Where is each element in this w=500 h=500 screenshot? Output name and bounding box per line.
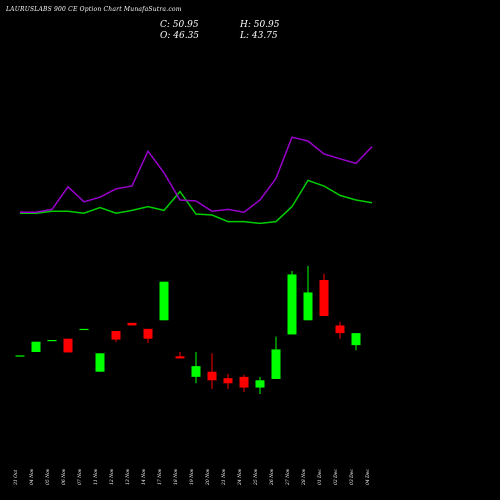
x-tick-label: 21 Nov [221, 468, 227, 486]
candle [223, 373, 233, 389]
low-value: L: 43.75 [240, 31, 278, 41]
candle-body [111, 331, 121, 340]
candle [335, 321, 345, 339]
candle [63, 338, 73, 353]
x-tick-label: 19 Nov [189, 468, 195, 485]
x-tick-label: 05 Nov [45, 468, 51, 485]
candle-body [175, 356, 185, 359]
candle-body [127, 322, 137, 326]
open-value: O: 46.35 [160, 31, 200, 41]
candle-body [319, 280, 329, 316]
x-tick-label: 03 Dec [349, 469, 355, 485]
candle-body [191, 366, 201, 377]
candle-body [159, 281, 169, 321]
candle [303, 265, 313, 321]
candle [31, 341, 41, 352]
candle [143, 328, 153, 343]
candle-body [255, 380, 265, 388]
candle [271, 336, 281, 379]
x-tick-label: 31 Oct [13, 470, 19, 485]
x-tick-label: 20 Nov [205, 468, 211, 486]
candle-body [351, 333, 361, 346]
candle [95, 353, 105, 372]
candle [319, 273, 329, 316]
x-tick-label: 02 Dec [333, 469, 339, 485]
candle-body [95, 353, 105, 372]
candle [15, 355, 25, 357]
candle-body [79, 328, 89, 331]
x-tick-label: 01 Dec [317, 469, 323, 485]
x-tick-label: 13 Nov [125, 468, 131, 485]
x-tick-label: 11 Nov [93, 468, 99, 485]
x-tick-label: 07 Nov [77, 468, 83, 485]
x-tick-label: 17 Nov [157, 468, 163, 485]
indicator-line-2 [20, 136, 373, 213]
candle [79, 328, 89, 331]
x-tick-label: 18 Nov [173, 468, 179, 485]
candle [127, 322, 137, 326]
candle-body [63, 338, 73, 353]
x-tick-label: 24 Nov [237, 468, 243, 486]
candle [159, 281, 169, 321]
candle-body [31, 341, 41, 352]
candle-body [47, 340, 57, 342]
x-tick-label: 06 Nov [61, 468, 67, 485]
x-tick-label: 12 Nov [109, 468, 115, 485]
x-tick-label: 26 Nov [269, 468, 275, 486]
x-tick-label: 14 Nov [141, 468, 147, 485]
candle [175, 352, 185, 359]
chart-title: LAURUSLABS 900 CE Option Chart MunafaSut… [6, 6, 182, 13]
candle-body [239, 376, 249, 388]
candle [47, 340, 57, 342]
candle [351, 333, 361, 351]
candle-body [271, 349, 281, 379]
candle-body [335, 325, 345, 334]
candle-body [15, 355, 25, 357]
high-value: H: 50.95 [240, 20, 280, 30]
close-value: C: 50.95 [160, 20, 199, 30]
x-tick-label: 04 Nov [29, 468, 35, 485]
candle-body [223, 378, 233, 384]
candle [207, 353, 217, 389]
candle [287, 271, 297, 335]
candle [111, 331, 121, 342]
x-tick-label: 25 Nov [253, 468, 259, 486]
indicator-line-1 [20, 179, 373, 225]
x-tick-label: 04 Dec [365, 469, 371, 485]
candle [191, 352, 201, 384]
candle [255, 376, 265, 394]
candle-body [207, 371, 217, 381]
candle-body [143, 328, 153, 339]
candle [239, 374, 249, 392]
x-tick-label: 28 Nov [301, 468, 307, 486]
candle-body [287, 274, 297, 335]
candle-body [303, 292, 313, 321]
x-tick-label: 27 Nov [285, 468, 291, 486]
